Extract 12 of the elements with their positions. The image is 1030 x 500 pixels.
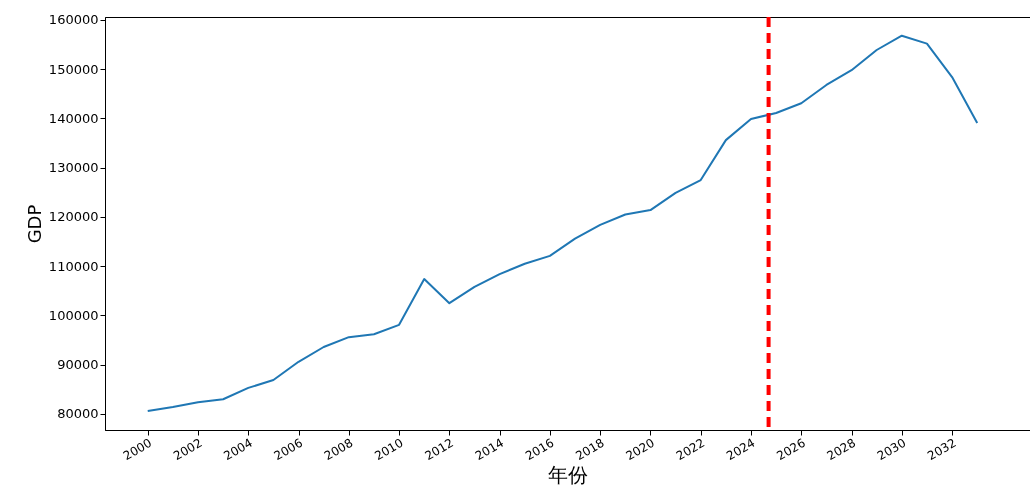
y-tick-label: 140000	[48, 110, 99, 126]
x-axis-title: 年份	[548, 463, 588, 488]
y-tick-label: 110000	[48, 258, 99, 274]
line-series	[146, 34, 979, 413]
y-tick-label: 160000	[48, 12, 99, 28]
y-tick-label: 100000	[48, 307, 99, 323]
y-tick-label: 80000	[57, 406, 99, 422]
y-tick-label: 130000	[48, 160, 99, 176]
y-axis-title: GDP	[23, 204, 45, 244]
y-tick-label: 90000	[57, 357, 99, 373]
y-tick-label: 120000	[48, 209, 99, 225]
y-tick-label: 150000	[48, 61, 99, 77]
